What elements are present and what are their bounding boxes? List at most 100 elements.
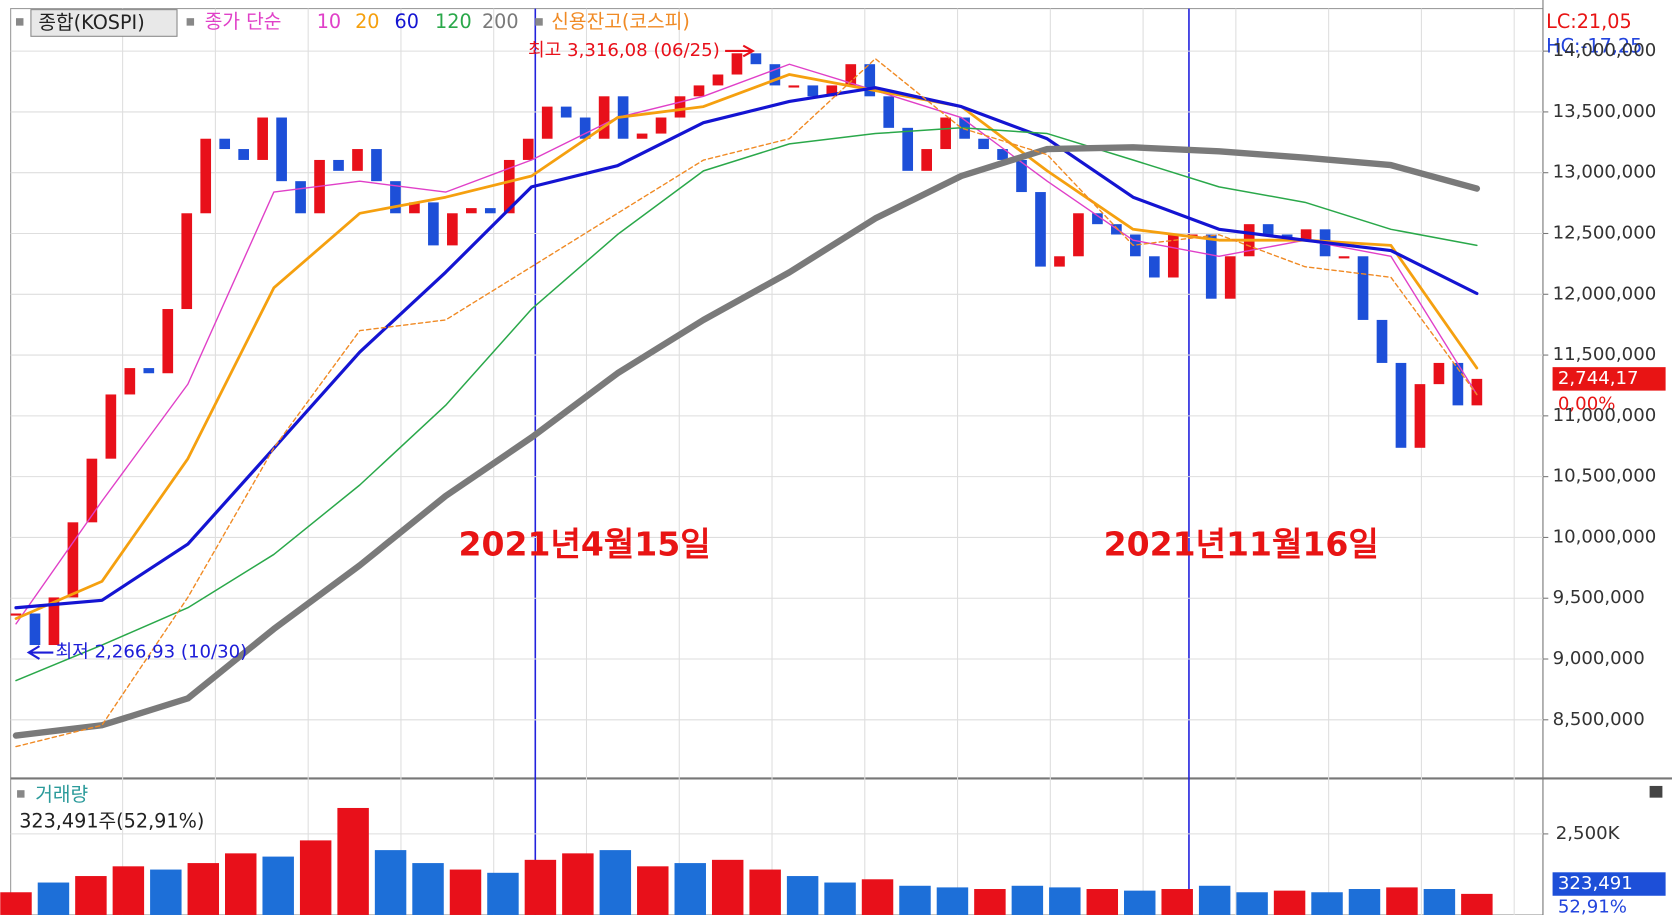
candle <box>200 138 212 214</box>
volume-bar <box>1273 890 1306 915</box>
volume-bar <box>524 859 557 915</box>
lc-label: LC:21,05 <box>1546 10 1631 33</box>
volume-bar <box>599 850 632 915</box>
candle <box>143 368 155 374</box>
volume-title: 거래량 <box>35 783 88 806</box>
change-label: 0,00% <box>1558 393 1616 414</box>
volume-bar <box>1198 885 1231 915</box>
candle <box>750 53 762 65</box>
candle <box>807 85 819 97</box>
candle <box>902 127 914 171</box>
series-line <box>14 86 1479 610</box>
candle <box>333 159 344 171</box>
legend-entry: 120 <box>435 10 472 33</box>
candle <box>598 96 610 139</box>
legend-icon <box>15 18 24 26</box>
candle <box>655 117 667 134</box>
y-tick-label: 14,000,000 <box>1553 40 1657 61</box>
annotation-arrow <box>26 645 54 660</box>
y-tick-label: 2,500K <box>1556 823 1621 844</box>
volume-bar <box>637 866 669 915</box>
volume-bar <box>1049 887 1081 915</box>
volume-bar <box>899 885 931 915</box>
candle <box>67 522 79 598</box>
volume-bar <box>412 863 444 915</box>
candle <box>181 213 193 310</box>
candle <box>712 74 724 86</box>
candle <box>1395 362 1407 448</box>
volume-bar <box>1236 892 1268 915</box>
corner-bg <box>1544 8 1672 60</box>
candle <box>940 117 951 150</box>
candle <box>674 96 686 118</box>
candle <box>238 149 249 160</box>
candle <box>1035 192 1046 267</box>
series-line <box>15 58 1478 748</box>
candle <box>522 138 534 160</box>
legend-entry: 60 <box>395 10 419 33</box>
candle <box>788 85 800 88</box>
candle <box>579 117 591 139</box>
candle <box>1149 256 1160 278</box>
candle <box>86 458 98 523</box>
volume-bar <box>749 869 781 915</box>
volume-bar <box>1461 893 1493 915</box>
candle <box>1130 234 1141 257</box>
volume-bar <box>487 872 519 915</box>
candle <box>636 133 648 139</box>
annotation-low: 최저 2,266,93 (10/30) <box>55 642 247 663</box>
legend-icon <box>17 790 25 798</box>
y-tick-label: 10,500,000 <box>1553 466 1657 487</box>
date-marker-label: 2021년4월15일 <box>459 525 711 564</box>
marks <box>0 53 1493 915</box>
volume-bar <box>75 876 107 915</box>
legend-icon <box>535 18 543 26</box>
candle <box>257 117 268 160</box>
candle <box>162 309 174 374</box>
price-tag <box>1552 367 1666 391</box>
candle <box>276 117 287 182</box>
volume-bar <box>1386 887 1418 915</box>
volume-bar <box>37 882 70 915</box>
candle <box>1054 256 1065 267</box>
volume-bar <box>1311 892 1343 915</box>
candle <box>560 106 572 118</box>
candle <box>883 96 895 128</box>
candle <box>48 597 60 646</box>
volume-bar <box>299 840 332 915</box>
series-line <box>12 144 1481 739</box>
title-box <box>30 9 178 37</box>
volume-bar <box>1348 889 1381 915</box>
volume-bar <box>1086 889 1119 915</box>
volume-bar <box>187 863 220 915</box>
candle <box>352 149 363 171</box>
legend-entry: 신용잔고(코스피) <box>551 10 690 33</box>
candle <box>1433 362 1445 385</box>
candle <box>219 138 231 150</box>
candle <box>1300 229 1312 241</box>
candle <box>1357 256 1369 320</box>
candle <box>409 202 420 214</box>
candle <box>1224 256 1236 299</box>
annotation-high: 최고 3,316,08 (06/25) <box>528 40 720 61</box>
volume-bar <box>262 856 294 915</box>
volume-bar <box>786 876 819 915</box>
y-tick-label: 11,500,000 <box>1553 344 1657 365</box>
candle <box>864 64 876 97</box>
volume-bar <box>861 879 894 915</box>
volume-tag-label: 323,491 <box>1558 873 1633 894</box>
volume-bar <box>1011 885 1044 915</box>
candle <box>1376 319 1388 363</box>
candle <box>693 85 705 97</box>
y-tick-label: 12,500,000 <box>1553 222 1657 243</box>
legend-prefix: 종가 단순 <box>205 10 282 33</box>
candle <box>105 394 117 459</box>
candle <box>826 85 838 97</box>
volume-bar <box>0 892 32 915</box>
candle <box>1338 256 1350 259</box>
volume-bar <box>449 869 482 915</box>
candle <box>447 213 458 246</box>
candle <box>465 208 477 214</box>
